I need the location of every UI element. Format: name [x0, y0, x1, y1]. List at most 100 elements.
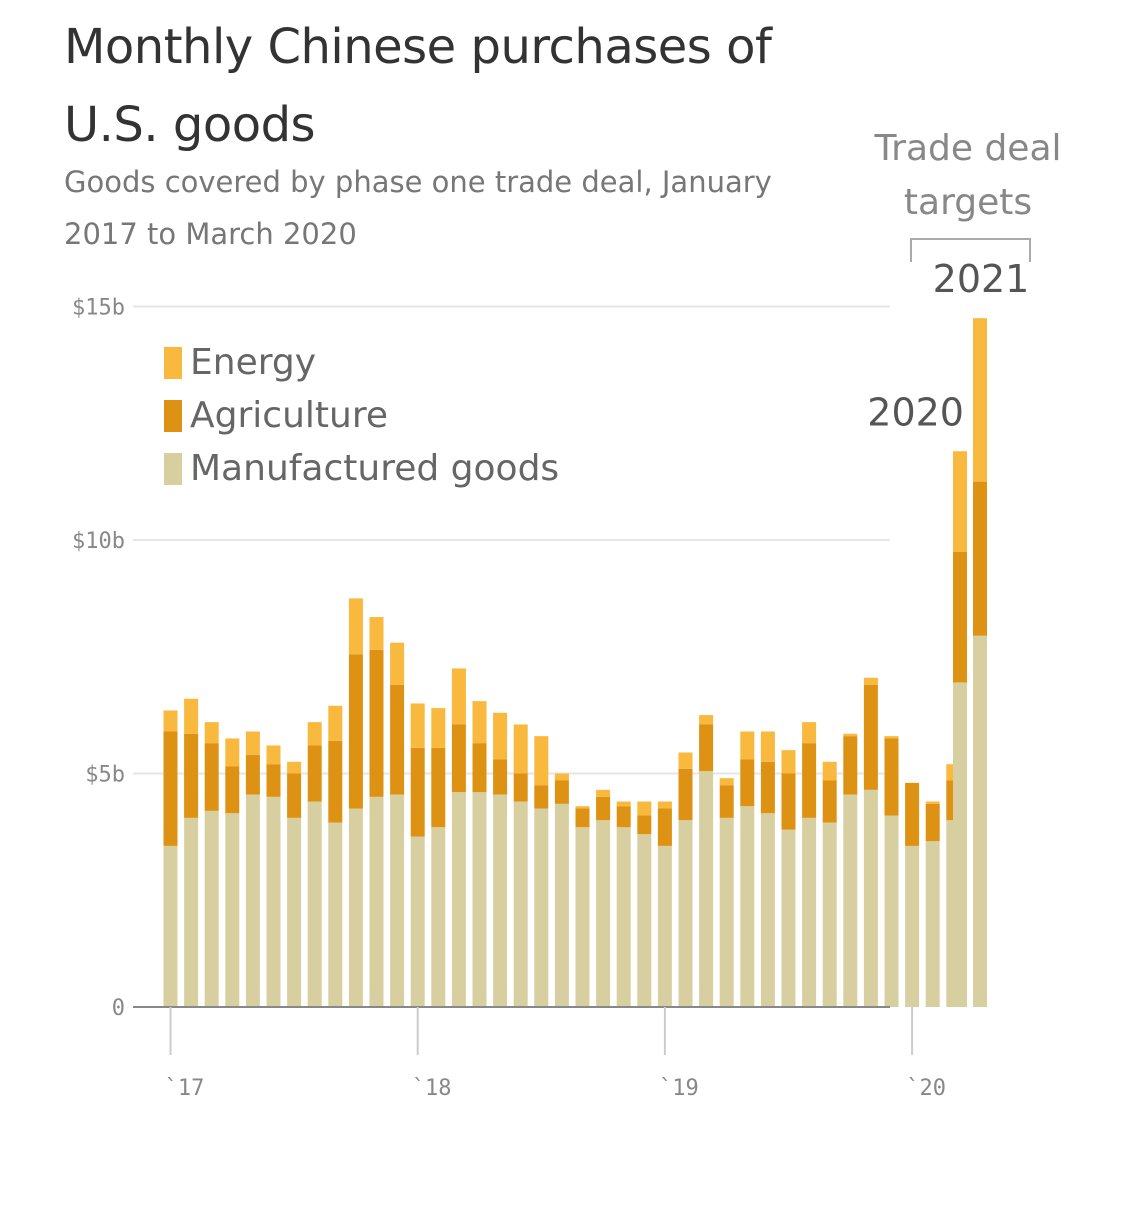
bar-segment-energy	[699, 715, 714, 725]
bar-segment-energy	[328, 705, 343, 741]
bar-segment-manufactured	[843, 794, 858, 1007]
bar-segment-manufactured	[678, 820, 693, 1007]
bar-segment-manufactured	[472, 792, 487, 1007]
target-segment-energy	[973, 318, 987, 482]
bar-segment-energy	[925, 801, 940, 804]
bar-segment-agriculture	[616, 806, 631, 828]
y-tick-label: $10b	[72, 529, 125, 554]
bar-segment-energy	[493, 712, 508, 760]
bar-segment-energy	[451, 668, 466, 725]
bar-segment-energy	[637, 801, 652, 816]
bar-segment-manufactured	[822, 822, 837, 1007]
bar-segment-energy	[596, 789, 611, 797]
bar-segment-manufactured	[307, 801, 322, 1007]
x-tick-label: `19	[659, 1076, 699, 1101]
bar-segment-manufactured	[513, 801, 528, 1007]
bar-segment-manufactured	[184, 817, 199, 1007]
bar-segment-manufactured	[699, 771, 714, 1007]
bar-segment-manufactured	[390, 794, 405, 1007]
bar-segment-agriculture	[513, 773, 528, 802]
bar-segment-manufactured	[451, 792, 466, 1007]
bar-segment-energy	[760, 731, 775, 762]
legend-item-agriculture: Agriculture	[164, 389, 559, 442]
bar-segment-energy	[287, 761, 302, 774]
bar-segment-manufactured	[802, 817, 817, 1007]
bar-segment-manufactured	[163, 845, 178, 1007]
bar-segment-energy	[863, 677, 878, 685]
bar-segment-energy	[884, 736, 899, 739]
bar-segment-energy	[431, 708, 446, 748]
bar-segment-agriculture	[657, 808, 672, 846]
bar-segment-agriculture	[493, 759, 508, 795]
bar-segment-agriculture	[925, 803, 940, 842]
bar-segment-energy	[513, 724, 528, 774]
y-tick-label: $15b	[72, 296, 125, 321]
bar-segment-energy	[719, 778, 734, 786]
bar-segment-manufactured	[760, 813, 775, 1007]
targets-bracket	[910, 238, 1031, 262]
bar-segment-manufactured	[596, 820, 611, 1007]
bar-segment-manufactured	[616, 827, 631, 1007]
bar-segment-manufactured	[863, 789, 878, 1007]
bar-segment-agriculture	[719, 785, 734, 818]
bar-segment-agriculture	[740, 759, 755, 807]
bar-segment-agriculture	[287, 773, 302, 818]
bar-segment-manufactured	[884, 815, 899, 1007]
bar-segment-energy	[657, 801, 672, 809]
bar-segment-agriculture	[184, 733, 199, 818]
bar-segment-agriculture	[431, 747, 446, 828]
x-tick-label: `17	[165, 1076, 205, 1101]
bar-segment-agriculture	[781, 773, 796, 830]
bar-segment-energy	[678, 752, 693, 769]
bar-segment-energy	[822, 761, 837, 781]
bar-segment-agriculture	[699, 724, 714, 772]
bar-segment-agriculture	[637, 815, 652, 835]
bar-segment-manufactured	[410, 836, 425, 1007]
target-year-labels: 2020 2021	[867, 257, 1029, 434]
bar-segment-agriculture	[863, 684, 878, 790]
bar-segment-agriculture	[534, 785, 549, 809]
target-segment-agriculture	[953, 551, 967, 683]
x-axis	[133, 1006, 914, 1055]
bar-segment-agriculture	[245, 754, 260, 795]
bar-segment-manufactured	[740, 806, 755, 1007]
bar-segment-agriculture	[678, 768, 693, 821]
bar-segment-energy	[163, 710, 178, 732]
bar-segment-manufactured	[369, 796, 384, 1007]
target-segment-energy	[953, 451, 967, 552]
legend-label-agriculture: Agriculture	[190, 395, 388, 436]
bar-segment-agriculture	[163, 731, 178, 846]
bar-segment-manufactured	[266, 796, 281, 1007]
legend-label-manufactured: Manufactured goods	[190, 448, 560, 489]
bar-segment-agriculture	[348, 654, 363, 809]
target-year-label: 2021	[933, 257, 1030, 301]
bar-segment-energy	[348, 598, 363, 655]
chart-title: Monthly Chinese purchases of U.S. goods	[64, 19, 772, 153]
bar-segment-energy	[184, 698, 199, 734]
x-axis-labels: `17 `18 `19 `20	[165, 1076, 946, 1101]
bar-segment-agriculture	[266, 764, 281, 797]
bar-segment-manufactured	[431, 827, 446, 1007]
legend-label-energy: Energy	[190, 342, 317, 383]
bar-segment-manufactured	[575, 827, 590, 1007]
bar-segment-agriculture	[843, 736, 858, 795]
bar-segment-energy	[204, 722, 219, 744]
target-segment-manufactured	[973, 635, 987, 1007]
energy-swatch	[164, 346, 182, 379]
bar-segment-agriculture	[225, 766, 240, 814]
bar-segment-energy	[266, 745, 281, 765]
bar-segment-energy	[390, 642, 405, 685]
monthly-bars	[163, 598, 961, 1007]
bar-segment-agriculture	[596, 796, 611, 821]
bar-segment-manufactured	[534, 808, 549, 1007]
bar-segment-manufactured	[328, 822, 343, 1007]
bar-segment-manufactured	[287, 817, 302, 1007]
bar-segment-energy	[245, 731, 260, 755]
bar-segment-energy	[616, 801, 631, 807]
bar-segment-agriculture	[369, 649, 384, 797]
legend-item-energy: Energy	[164, 336, 559, 389]
legend-item-manufactured: Manufactured goods	[164, 442, 559, 495]
bar-segment-manufactured	[905, 845, 920, 1007]
bar-segment-manufactured	[204, 810, 219, 1007]
